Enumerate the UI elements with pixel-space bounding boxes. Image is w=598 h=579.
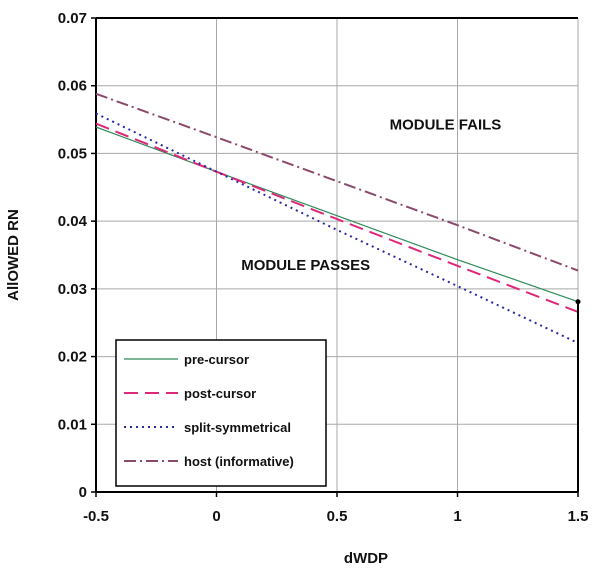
annotations: MODULE FAILS MODULE PASSES [241, 117, 501, 274]
y-tick-label-2: 0.02 [58, 349, 87, 366]
reference-line [575, 299, 581, 492]
series-line-pre-cursor [95, 126, 579, 303]
y-tick-label-3: 0.03 [58, 281, 87, 298]
y-tick-label-4: 0.04 [58, 213, 88, 230]
annotation-0: MODULE FAILS [390, 117, 502, 134]
series-line-post-cursor [95, 122, 579, 313]
x-tick-label-0: -0.5 [83, 508, 109, 525]
y-tick-label-6: 0.06 [58, 78, 87, 95]
y-tick-label-0: 0 [79, 484, 87, 501]
y-tick-label-7: 0.07 [58, 10, 87, 27]
legend-label-1: post-cursor [184, 386, 256, 401]
x-tick-label-1: 0 [212, 508, 220, 525]
x-tick-label-3: 1 [453, 508, 461, 525]
legend-label-0: pre-cursor [184, 352, 249, 367]
limit-point [575, 299, 581, 305]
series-lines [95, 92, 579, 344]
series-line-host-informative- [95, 92, 579, 272]
x-tick-label-4: 1.5 [568, 508, 589, 525]
y-axis-label: AllOWED RN [5, 209, 22, 301]
y-tick-label-1: 0.01 [58, 416, 87, 433]
tick-labels: -0.5 0 0.5 1 1.5 0 0.01 0.02 0.03 0.04 0.05 0.06 0.0… [58, 10, 589, 525]
legend-label-2: split-symmetrical [184, 420, 291, 435]
series-line-split-symmetrical [95, 112, 579, 344]
legend: pre-cursor post-cursor split-symmetrical ho… [115, 339, 327, 487]
axes [91, 17, 579, 497]
x-axis-label: dWDP [344, 550, 388, 567]
y-tick-label-5: 0.05 [58, 145, 87, 162]
legend-label-3: host (informative) [184, 454, 294, 469]
annotation-1: MODULE PASSES [241, 257, 370, 274]
x-tick-label-2: 0.5 [327, 508, 348, 525]
